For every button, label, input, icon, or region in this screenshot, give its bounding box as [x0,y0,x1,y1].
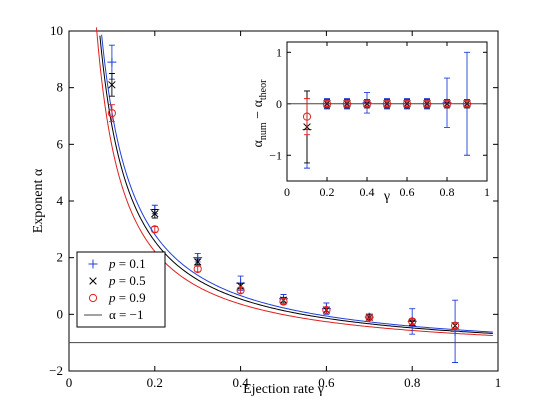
main-data-point [279,297,288,306]
inset-error-bar [324,100,330,107]
legend-label: p = 0.9 [108,290,146,305]
inset-axes-box [286,41,488,182]
main-data-point [107,57,117,67]
legend-label-value: α = −1 [109,307,143,322]
inset-data-point [422,99,432,108]
legend-label: p = 0.5 [108,273,146,288]
inset-error-bar [344,100,350,107]
inset-y-tick-label: −1 [269,148,282,162]
main-error-bar [194,265,201,273]
legend-marker [88,293,98,303]
main-data-point [193,258,202,266]
main-x-tick-label: 1 [495,375,502,390]
main-data-point [236,282,245,290]
main-data-point [451,321,460,330]
inset-y-label-sub-theor: theor [258,79,269,100]
inset-error-bar [464,100,470,107]
legend-marker [88,259,98,269]
inset-x-tick-label: 0.6 [400,185,415,199]
legend-marker [89,277,97,285]
inset-y-label-alpha: α [251,139,266,147]
legend-label-variable: p [108,273,116,288]
main-x-tick-label: 0.6 [318,375,335,390]
main-data-point [151,210,159,218]
theory-curve [101,34,493,333]
main-x-axis-label: Ejection rate γ [243,382,324,397]
inset-data-point [442,99,452,108]
inset-x-tick-label: 1 [484,185,490,199]
main-data-point [236,286,245,295]
main-y-tick-label: 10 [50,23,63,38]
inset-x-tick-label: 0.2 [320,185,335,199]
main-x-tick-label: 0.8 [404,375,420,390]
main-y-tick-label: 0 [57,306,64,321]
inset-data-point [462,99,472,108]
main-y-tick-label: 8 [57,80,64,95]
legend-label-variable: p [108,290,116,305]
main-data-point [322,305,331,315]
inset-y-label-sub-num: num [258,122,269,140]
main-error-bar [366,315,373,320]
inset-error-bar [424,100,430,107]
inset-data-point [342,99,352,108]
main-y-axis-label: Exponent α [31,168,46,233]
inset-data-point [402,99,412,108]
main-data-point [408,317,417,326]
inset-x-tick-label: 0 [284,185,290,199]
inset-plot: 0 0.2 0.4 0.6 0.8 1 −1 0 1 γ αnum − αtheor [251,41,490,204]
inset-data-point [382,99,392,108]
main-x-tick-label: 0 [66,375,73,390]
legend-label-value: = 0.1 [116,256,146,271]
inset-error-bar [444,100,450,107]
inset-x-tick-label: 0.8 [440,185,455,199]
legend-label-variable: p [108,256,116,271]
inset-error-bar [304,98,310,136]
main-data-point [108,81,116,89]
inset-y-axis-label: αnum − αtheor [251,79,269,148]
main-data-point [193,264,202,274]
main-y-tick-label: 6 [57,136,64,151]
main-error-bar [108,104,115,123]
main-data-point [150,225,159,234]
inset-y-tick-label: 0 [276,97,282,111]
inset-y-label-minus-alpha: − α [251,99,266,122]
inset-error-bar [384,100,390,107]
inset-x-tick-label: 0.4 [360,185,375,199]
main-y-tick-label: −2 [49,363,63,378]
inset-y-tick-label: 1 [276,45,282,59]
main-y-tick-label: 4 [57,193,64,208]
main-data-point [365,313,374,322]
inset-error-bar [364,100,370,107]
inset-error-bar [404,100,410,107]
main-x-tick-label: 0.2 [147,375,163,390]
legend-label: α = −1 [109,307,143,322]
legend-label: p = 0.1 [108,256,146,271]
main-y-tick-label: 2 [57,250,64,265]
main-data-point [107,109,117,118]
legend-label-value: = 0.5 [116,273,146,288]
inset-data-point [302,112,312,121]
inset-data-point [362,99,372,108]
legend-label-value: = 0.9 [116,290,146,305]
inset-x-axis-label: γ [383,189,390,204]
inset-data-point [322,99,332,108]
main-x-tick-label: 0.4 [232,375,249,390]
